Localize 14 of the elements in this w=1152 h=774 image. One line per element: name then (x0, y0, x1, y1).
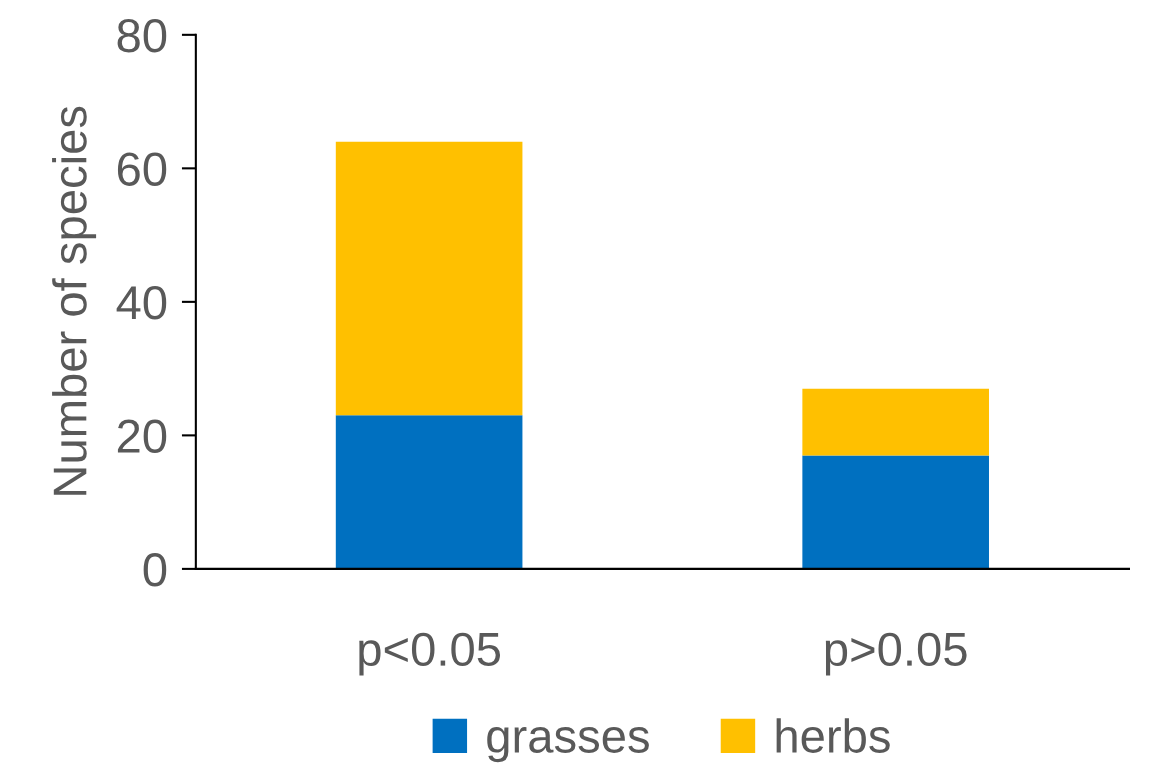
bar (802, 388, 989, 456)
y-tick-label: 20 (117, 419, 167, 453)
y-tick-label: 80 (117, 18, 167, 53)
bar (335, 415, 523, 569)
bar (335, 141, 523, 416)
legend-label: herbs (776, 718, 890, 753)
legend-label: grasses (487, 727, 649, 763)
y-tick-label: 60 (117, 152, 167, 186)
x-tick-label: p>0.05 (825, 632, 967, 676)
y-tick-label: 40 (116, 286, 167, 320)
bar (802, 455, 989, 569)
y-axis-title: Number of species (52, 106, 97, 495)
x-tick-label: p<0.05 (359, 632, 501, 676)
y-tick-label: 0 (143, 553, 167, 587)
